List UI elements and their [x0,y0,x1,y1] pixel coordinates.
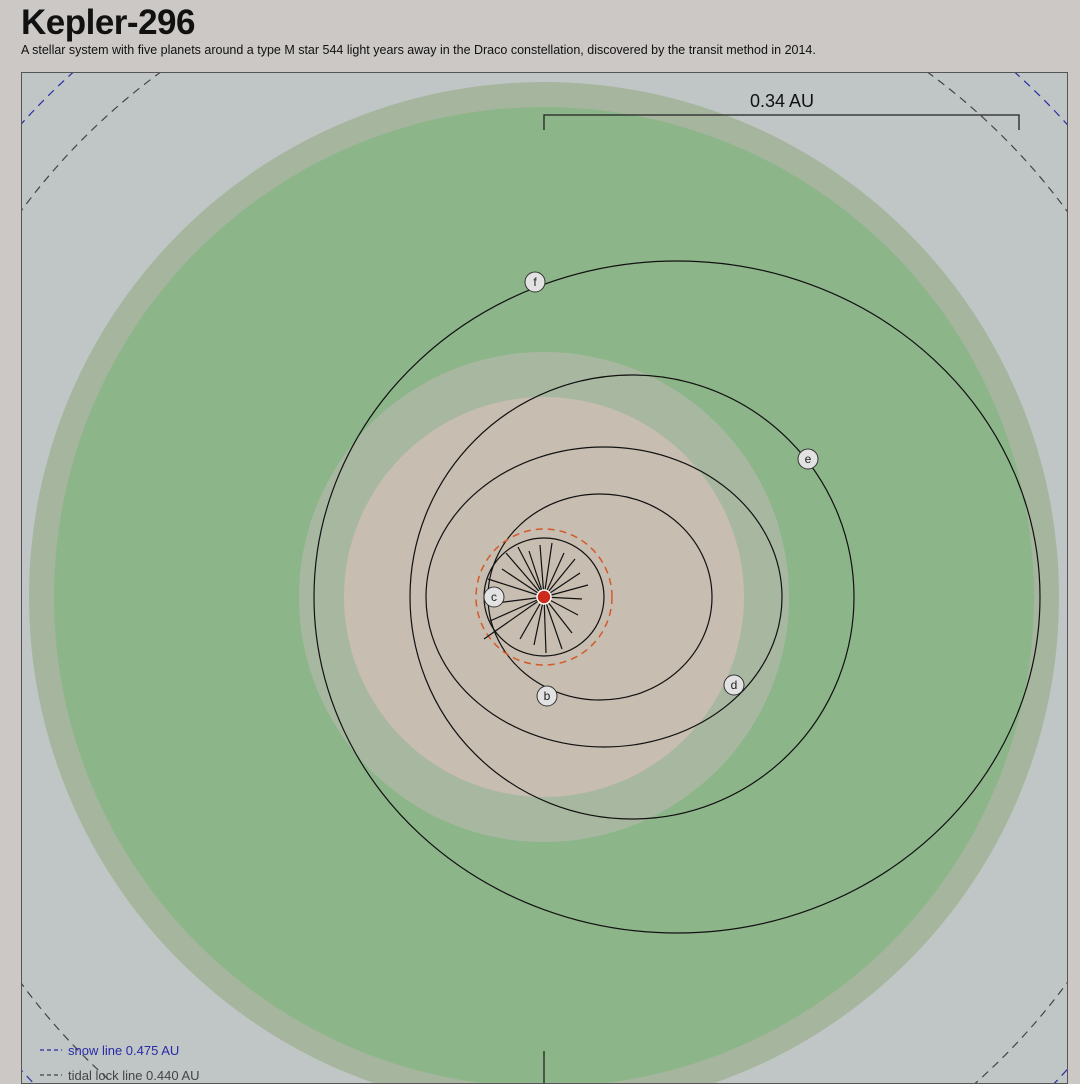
planet-f[interactable]: f [524,271,546,293]
planet-b[interactable]: b [536,685,558,707]
legend: snow line 0.475 AU tidal lock line 0.440… [40,1043,200,1083]
planet-f-label: f [533,275,537,289]
star-dashed-ring [475,528,613,666]
scale-bar: 0.34 AU [543,91,1020,1083]
planet-e[interactable]: e [797,448,819,470]
planet-c-label: c [491,590,497,604]
orbit-d [425,446,783,748]
scale-bar-label: 0.34 AU [750,91,814,111]
host-star [475,528,613,666]
orbit-e [409,374,855,820]
star-body [536,589,552,605]
orbit-diagram-panel: 0.34 AU [21,72,1068,1084]
page-title: Kepler-296 [21,3,195,42]
planet-b-label: b [544,689,551,703]
legend-item-snow-line: snow line 0.475 AU [40,1043,179,1058]
planet-e-label: e [805,452,812,466]
planet-d[interactable]: d [723,674,745,696]
orbit-diagram: 0.34 AU [22,73,1067,1083]
orbit-f [313,260,1041,934]
legend-snow-line-label: snow line 0.475 AU [68,1043,179,1058]
page-subtitle: A stellar system with five planets aroun… [21,43,816,57]
planet-c[interactable]: c [483,586,505,608]
legend-tidal-lock-label: tidal lock line 0.440 AU [68,1068,200,1083]
planet-d-label: d [731,678,738,692]
orbits [313,260,1041,934]
legend-item-tidal-lock-line: tidal lock line 0.440 AU [40,1068,200,1083]
